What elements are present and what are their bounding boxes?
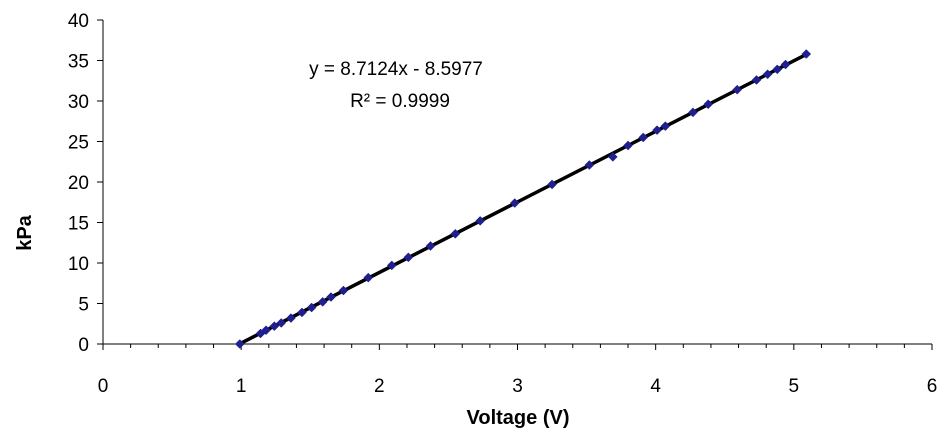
data-point xyxy=(584,160,595,170)
data-point xyxy=(801,49,812,59)
data-point xyxy=(403,252,414,263)
data-point xyxy=(703,99,714,110)
data-point xyxy=(261,325,271,336)
x-axis: 0 1 2 3 4 5 6 xyxy=(98,343,938,397)
data-point xyxy=(269,321,280,332)
x-tick-label: 4 xyxy=(650,376,661,397)
data-point xyxy=(547,179,557,190)
data-point xyxy=(762,69,773,80)
y-axis: 0 5 10 15 20 25 30 35 40 xyxy=(68,11,104,356)
y-tick-label: 15 xyxy=(68,214,89,235)
y-tick-label: 30 xyxy=(68,92,89,113)
data-point xyxy=(306,302,317,313)
y-axis-title: kPa xyxy=(14,214,36,250)
x-tick-label: 0 xyxy=(98,376,109,397)
data-point xyxy=(660,121,671,131)
data-point xyxy=(509,198,520,208)
data-point xyxy=(751,75,762,85)
data-point xyxy=(326,292,336,302)
x-tick-label: 6 xyxy=(927,376,938,397)
r-squared-label: R² = 0.9999 xyxy=(350,91,450,112)
data-point xyxy=(475,216,486,226)
y-tick-label: 40 xyxy=(68,11,89,32)
data-point xyxy=(286,313,296,323)
data-point xyxy=(623,140,633,151)
data-point xyxy=(363,272,374,283)
data-point xyxy=(780,59,791,70)
data-point xyxy=(425,241,436,251)
data-point xyxy=(607,152,618,162)
data-point xyxy=(276,318,287,328)
x-tick-label: 2 xyxy=(374,376,385,397)
x-axis-title: Voltage (V) xyxy=(467,407,570,429)
data-point xyxy=(317,297,328,307)
trendline-equation: y = 8.7124x - 8.5977 xyxy=(309,59,483,80)
data-point xyxy=(732,84,743,95)
y-tick-label: 10 xyxy=(68,254,89,275)
data-point xyxy=(638,132,649,143)
y-tick-label: 0 xyxy=(78,335,89,356)
y-tick-label: 35 xyxy=(68,52,89,73)
y-tick-label: 5 xyxy=(78,295,89,316)
y-tick-label: 25 xyxy=(68,133,89,154)
data-point xyxy=(772,64,783,75)
data-points xyxy=(234,49,812,349)
data-point xyxy=(652,125,662,136)
data-point xyxy=(297,307,307,318)
data-point xyxy=(234,339,245,349)
x-tick-label: 3 xyxy=(512,376,523,397)
y-tick-label: 20 xyxy=(68,173,89,194)
x-tick-label: 5 xyxy=(789,376,800,397)
data-point xyxy=(450,228,461,239)
x-tick-label: 1 xyxy=(236,376,247,397)
data-point xyxy=(338,285,349,296)
data-point xyxy=(386,260,397,271)
data-point xyxy=(688,107,698,118)
